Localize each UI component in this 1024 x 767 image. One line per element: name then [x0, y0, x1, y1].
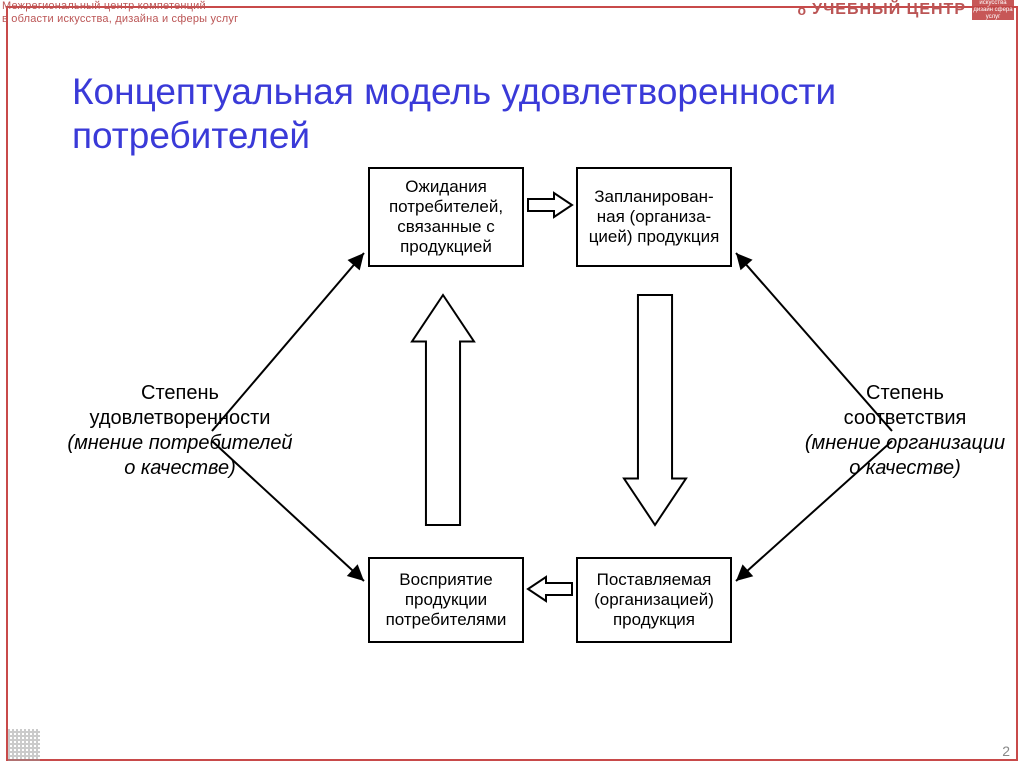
- header-right-badge: искусства дизайн сфера услуг: [972, 0, 1014, 20]
- header-left-line1: Межрегиональный центр компетенций: [2, 0, 206, 12]
- page-number: 2: [1002, 743, 1010, 759]
- header-left: Межрегиональный центр компетенций в обла…: [2, 0, 238, 26]
- header-right: о УЧЕБНЫЙ ЦЕНТР искусства дизайн сфера у…: [798, 0, 1014, 20]
- node-planned-product: Запланирован- ная (организа- цией) проду…: [576, 167, 732, 267]
- label-satisfaction-l4: о качестве): [124, 457, 236, 479]
- diagram: Ожидания потребителей, связанные с проду…: [40, 165, 984, 737]
- node-expectations: Ожидания потребителей, связанные с проду…: [368, 167, 524, 267]
- label-satisfaction: Степень удовлетворенности (мнение потреб…: [52, 381, 308, 481]
- header-right-circle: о: [798, 2, 807, 18]
- header-left-line2: в области искусства, дизайна и сферы усл…: [2, 13, 238, 25]
- node-delivered-product-text: Поставляемая (организацией) продукция: [584, 570, 724, 630]
- header-right-text: УЧЕБНЫЙ ЦЕНТР: [812, 1, 966, 19]
- label-conformity-l4: о качестве): [849, 457, 961, 479]
- node-perception-text: Восприятие продукции потребителями: [376, 570, 516, 630]
- node-expectations-text: Ожидания потребителей, связанные с проду…: [376, 177, 516, 257]
- label-satisfaction-l1: Степень: [141, 382, 219, 404]
- label-conformity-l3: (мнение организации: [805, 432, 1005, 454]
- label-satisfaction-l3: (мнение потребителей: [67, 432, 292, 454]
- node-delivered-product: Поставляемая (организацией) продукция: [576, 557, 732, 643]
- label-satisfaction-l2: удовлетворенности: [90, 407, 271, 429]
- qr-code-icon: [8, 729, 40, 761]
- node-planned-product-text: Запланирован- ная (организа- цией) проду…: [584, 187, 724, 247]
- label-conformity-l2: соответствия: [844, 407, 967, 429]
- page-title: Концептуальная модель удовлетворенности …: [72, 70, 984, 158]
- label-conformity-l1: Степень: [866, 382, 944, 404]
- node-perception: Восприятие продукции потребителями: [368, 557, 524, 643]
- label-conformity: Степень соответствия (мнение организации…: [790, 381, 1020, 481]
